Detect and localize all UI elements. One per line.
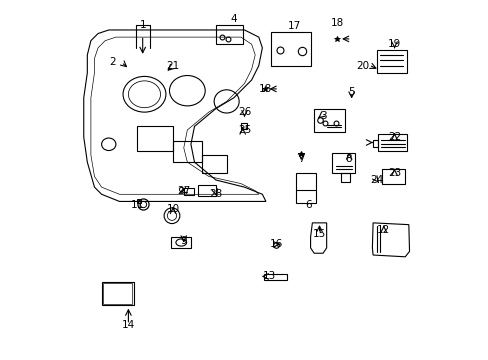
- Bar: [183, 188, 194, 195]
- Text: 19: 19: [387, 39, 400, 49]
- Text: 20: 20: [355, 61, 368, 71]
- Text: 15: 15: [312, 229, 325, 239]
- Bar: [102, 282, 134, 305]
- Text: 12: 12: [376, 225, 389, 235]
- Text: 9: 9: [180, 236, 187, 246]
- Text: 10: 10: [166, 203, 179, 213]
- Text: 18: 18: [330, 18, 343, 28]
- Bar: [271, 32, 310, 66]
- Text: 22: 22: [387, 132, 400, 142]
- Text: 16: 16: [269, 239, 283, 249]
- Text: 4: 4: [230, 14, 237, 24]
- Bar: [137, 126, 173, 152]
- Bar: [313, 109, 344, 132]
- Text: 25: 25: [237, 125, 251, 135]
- Text: 11: 11: [130, 200, 143, 210]
- Text: 5: 5: [347, 87, 354, 98]
- Text: 1: 1: [139, 19, 146, 30]
- Text: 8: 8: [344, 154, 351, 163]
- Bar: [340, 173, 349, 182]
- Text: 14: 14: [122, 320, 135, 330]
- Text: 18: 18: [259, 84, 272, 94]
- Bar: [372, 140, 378, 147]
- Text: 23: 23: [387, 168, 400, 178]
- Text: 13: 13: [263, 271, 276, 282]
- Bar: [216, 24, 242, 44]
- Bar: [378, 134, 406, 152]
- Bar: [376, 50, 406, 73]
- Text: 24: 24: [369, 175, 383, 185]
- Text: 6: 6: [305, 200, 311, 210]
- Text: 17: 17: [287, 21, 301, 31]
- Text: 3: 3: [319, 111, 325, 121]
- Bar: [331, 153, 354, 173]
- Text: 7: 7: [298, 154, 305, 163]
- Bar: [198, 185, 216, 196]
- Text: 21: 21: [166, 61, 179, 71]
- Bar: [173, 141, 201, 162]
- Bar: [381, 169, 405, 184]
- Bar: [201, 155, 226, 173]
- Text: 28: 28: [209, 189, 222, 199]
- Bar: [171, 237, 190, 248]
- Bar: [264, 274, 287, 280]
- Text: 26: 26: [237, 107, 251, 117]
- Text: 2: 2: [109, 57, 115, 67]
- Bar: [103, 283, 132, 303]
- Bar: [296, 173, 315, 203]
- Text: 27: 27: [177, 186, 190, 196]
